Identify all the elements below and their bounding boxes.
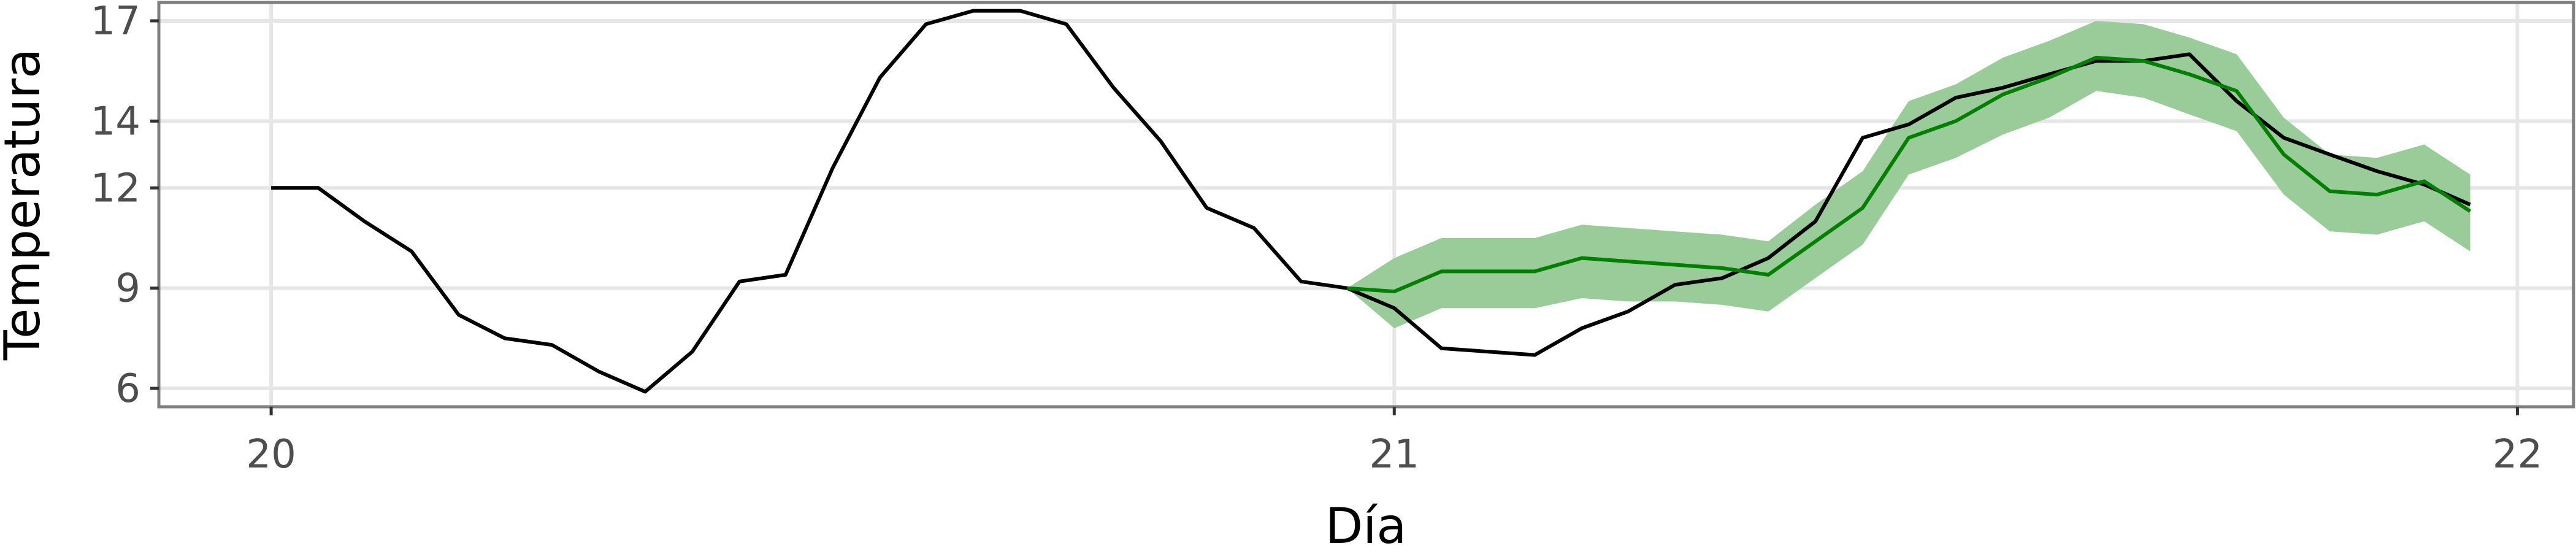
y-tick-label: 17 [91, 0, 140, 44]
y-tick-label: 9 [115, 266, 140, 312]
x-tick-label: 20 [246, 432, 296, 477]
forecast-series-line [1347, 55, 2472, 294]
y-axis-ticks: 6 9 12 14 17 [91, 0, 159, 412]
y-tick-label: 14 [91, 99, 140, 144]
x-axis-title: Día [1325, 498, 1407, 554]
x-tick-label: 21 [1370, 432, 1419, 477]
series-lines [271, 9, 2472, 394]
x-axis-ticks: 20 21 22 [246, 407, 2542, 477]
x-tick-label: 22 [2493, 432, 2542, 477]
interval-ribbon [1347, 21, 2471, 328]
y-axis-title: Temperatura [0, 48, 51, 361]
observed-series-line [271, 9, 2471, 394]
y-tick-label: 6 [115, 366, 140, 412]
plot-frame [157, 1, 2575, 409]
forecast-interval-band [1347, 21, 2471, 328]
y-tick-label: 12 [91, 166, 140, 211]
